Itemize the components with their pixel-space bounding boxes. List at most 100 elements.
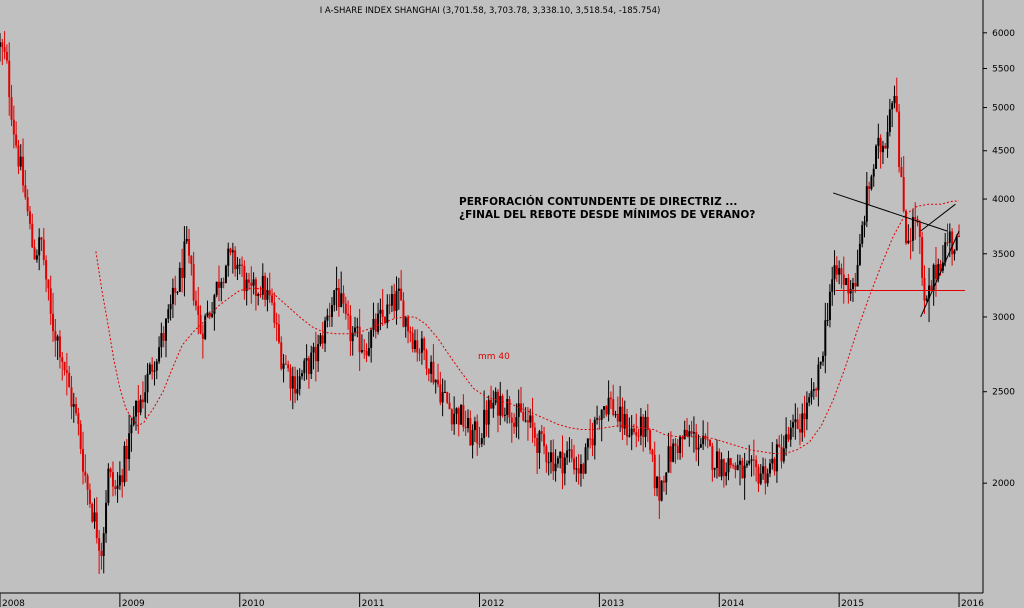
candle (158, 336, 161, 364)
candle (775, 439, 778, 483)
candle (552, 439, 555, 480)
candle (407, 314, 410, 344)
candle (946, 223, 949, 247)
candle (33, 239, 36, 260)
candle (632, 423, 635, 435)
candle (702, 420, 705, 451)
candle (579, 454, 582, 487)
candle (838, 260, 841, 285)
candle (872, 164, 875, 187)
candle (483, 390, 486, 446)
candle (623, 400, 626, 435)
candle (277, 314, 280, 345)
candle (863, 215, 866, 238)
candle (273, 292, 276, 329)
candle (294, 366, 297, 404)
candle (669, 431, 672, 474)
candle (211, 301, 214, 319)
candle (128, 414, 131, 471)
candle (861, 221, 864, 248)
candle (515, 403, 518, 438)
candle (388, 294, 391, 315)
candle (390, 285, 393, 313)
candle (409, 326, 412, 343)
candle (52, 292, 55, 342)
candle (508, 395, 511, 424)
candle (881, 140, 884, 165)
candle (301, 369, 304, 380)
candle (63, 361, 66, 376)
candle (317, 334, 320, 372)
candle (748, 444, 751, 466)
candle (713, 467, 716, 478)
candle (116, 472, 119, 503)
candle (227, 242, 230, 277)
candle (593, 416, 596, 460)
candle (381, 288, 384, 327)
ma-label: mm 40 (478, 352, 510, 362)
candle (660, 480, 663, 502)
trendline-canal-inferior (920, 230, 960, 318)
candle (750, 455, 753, 477)
candle (222, 277, 225, 289)
y-tick-label: 4500 (992, 147, 1015, 157)
candle (432, 344, 435, 385)
candle (900, 157, 903, 178)
candle (471, 424, 474, 459)
candle (183, 226, 186, 297)
candle (448, 393, 451, 410)
candle (545, 444, 548, 473)
candle (543, 426, 546, 455)
candle (188, 228, 191, 264)
candle (215, 281, 218, 298)
candle (275, 312, 278, 341)
candle (466, 409, 469, 433)
trendline-directriz (832, 192, 948, 232)
candle (639, 408, 642, 446)
candle (303, 358, 306, 381)
candle (125, 439, 128, 482)
candle (646, 404, 649, 443)
candle (898, 103, 901, 173)
candle (596, 405, 599, 425)
candle (513, 413, 516, 434)
candle (828, 284, 831, 328)
candle (886, 115, 889, 158)
candle (833, 250, 836, 296)
candle (907, 224, 910, 245)
candle (206, 300, 209, 318)
candle (42, 228, 45, 266)
candle (460, 403, 463, 425)
candle (492, 390, 495, 418)
candle (337, 278, 340, 317)
candle (10, 84, 13, 127)
candle (65, 353, 68, 396)
candle (367, 331, 370, 357)
candle (358, 308, 361, 371)
candles-layer (0, 31, 961, 574)
annotation-line-1: PERFORACIÓN CONTUNDENTE DE DIRECTRIZ ... (459, 195, 737, 208)
candle (247, 272, 250, 291)
candle (47, 279, 50, 301)
candle (75, 397, 78, 416)
candle (503, 407, 506, 422)
candle (363, 339, 366, 359)
candle (842, 256, 845, 304)
y-tick-label: 5500 (992, 64, 1015, 74)
candle (785, 417, 788, 456)
candle (100, 542, 103, 570)
candle (148, 362, 151, 375)
candle (213, 293, 216, 331)
candle (953, 249, 956, 261)
candle (685, 417, 688, 437)
candle (171, 278, 174, 318)
candle (280, 336, 283, 371)
candle (86, 473, 89, 506)
candle (70, 375, 73, 420)
candle (851, 277, 854, 302)
candle (510, 412, 513, 443)
candle (782, 435, 785, 464)
candle (310, 345, 313, 380)
candle (888, 98, 891, 137)
candle (199, 305, 202, 335)
